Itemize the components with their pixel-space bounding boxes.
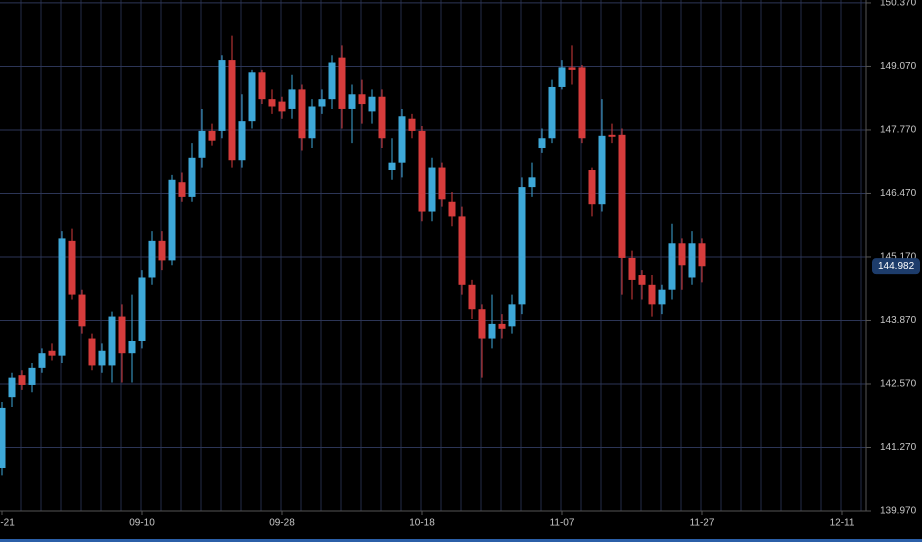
candle-body [318,99,326,107]
candle-body [28,367,36,385]
candle-body [308,106,316,139]
candle-body [68,240,76,295]
candle-body [268,99,276,107]
candle-body [498,323,506,329]
candle-body [648,284,656,305]
candle-body [238,121,246,161]
candle-body [488,323,496,339]
bottom-edge [0,539,922,542]
candle-body [218,60,226,131]
candle-body [78,294,86,327]
candle-body [328,62,336,100]
last-price-label: 144.982 [878,261,915,272]
candle-body [228,60,236,161]
candle-body [568,67,576,70]
candle-body [428,167,436,212]
candle-body [618,134,626,258]
candle-body [628,257,636,280]
candle-body [48,350,56,356]
candle-body [148,240,156,278]
candle-body [128,340,136,354]
candle-body [458,216,466,285]
candle-body [18,375,26,385]
x-tick-label: 09-28 [269,518,295,529]
candle-body [358,94,366,105]
candle-body [538,138,546,149]
candle-body [588,170,596,205]
x-tick-label: 10-18 [409,518,435,529]
candle-body [348,94,356,109]
x-tick-label: 08-21 [0,518,15,529]
candle-body [658,289,666,305]
x-tick-label: 11-27 [690,518,715,529]
candle-body [338,57,346,109]
last-price-badge [872,258,920,275]
x-tick-label: 12-11 [830,518,855,529]
candle-body [678,243,686,266]
candle-body [368,96,376,112]
candle-body [478,309,486,339]
candle-body [8,377,16,398]
candle-body [408,118,416,131]
candle-body [418,130,426,212]
y-tick-label: 142.570 [880,379,917,390]
candle-body [138,277,146,341]
candle-body [548,86,556,139]
candle-body [388,162,396,171]
x-tick-label: 09-10 [129,518,155,529]
x-tick-label: 11-07 [550,518,575,529]
candle-body [158,240,166,261]
candle-body [378,96,386,139]
candle-body [398,116,406,163]
candle-body [448,201,456,217]
y-tick-label: 146.470 [880,188,917,199]
candle-body [118,316,126,354]
candle-body [558,67,566,87]
candle-body [468,284,476,310]
candle-body [108,316,116,366]
candle-body [38,353,46,368]
candle-body [608,134,616,137]
candle-body [178,182,186,197]
candle-body [518,187,526,305]
candle-body [298,89,306,139]
candle-body [0,407,6,469]
candle-body [278,101,286,112]
candle-body [188,157,196,197]
candle-body [688,243,696,278]
y-tick-label: 150.370 [880,0,917,9]
y-tick-label: 149.070 [880,61,917,72]
candle-body [58,238,66,356]
candle-body [638,275,646,285]
candle-body [208,130,216,141]
y-tick-label: 145.170 [880,252,917,263]
candle-body [248,72,256,122]
candle-body [598,135,606,205]
candle-body [438,167,446,200]
candle-body [508,304,516,327]
y-tick-label: 141.270 [880,442,917,453]
candle-body [668,243,676,290]
candle-body [288,89,296,109]
y-tick-label: 143.870 [880,315,917,326]
candle-body [258,72,266,100]
candle-body [88,338,96,366]
candle-body [168,179,176,261]
candle-body [98,350,106,366]
candle-body [578,67,586,139]
candle-body [698,243,706,267]
candle-body [528,177,536,188]
y-tick-label: 139.970 [880,506,917,517]
y-tick-label: 147.770 [880,125,917,136]
candle-body [198,130,206,158]
